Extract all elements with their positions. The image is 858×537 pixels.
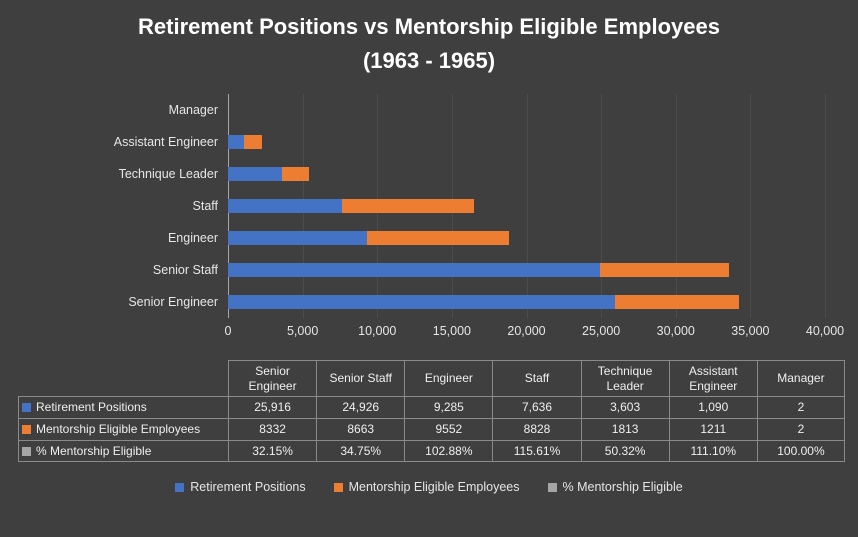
bar-track bbox=[228, 190, 825, 222]
gridline bbox=[825, 94, 826, 318]
table-corner bbox=[18, 360, 228, 396]
series-key-icon bbox=[22, 403, 31, 412]
bar-row: Technique Leader bbox=[18, 158, 825, 190]
legend-label: Mentorship Eligible Employees bbox=[349, 480, 520, 494]
x-tick-label: 5,000 bbox=[287, 324, 318, 338]
table-row-header: Retirement Positions bbox=[18, 396, 228, 418]
bar-segment[interactable] bbox=[228, 199, 342, 213]
bar-row: Senior Engineer bbox=[18, 286, 825, 318]
bar-segment[interactable] bbox=[228, 263, 600, 277]
plot-zone: Manager Assistant Engineer Technique Leade… bbox=[18, 94, 825, 318]
bar-chart: Manager Assistant Engineer Technique Leade… bbox=[18, 94, 825, 340]
chart-title: Retirement Positions vs Mentorship Eligi… bbox=[119, 10, 739, 78]
table-column-header: Technique Leader bbox=[581, 360, 669, 396]
bar-row: Senior Staff bbox=[18, 254, 825, 286]
bar-track bbox=[228, 126, 825, 158]
bar-segment[interactable] bbox=[367, 231, 510, 245]
table-cell: 100.00% bbox=[757, 440, 845, 462]
table-cell: 3,603 bbox=[581, 396, 669, 418]
plot-area: Manager Assistant Engineer Technique Leade… bbox=[18, 94, 825, 318]
x-axis: 0 5,000 10,000 15,000 20,000 25,000 30,000 35,0… bbox=[228, 318, 825, 340]
table-cell: 34.75% bbox=[316, 440, 404, 462]
legend-label: % Mentorship Eligible bbox=[563, 480, 683, 494]
table-column-header: Senior Staff bbox=[316, 360, 404, 396]
bar-track bbox=[228, 158, 825, 190]
bar-segment[interactable] bbox=[342, 199, 474, 213]
bar-segment[interactable] bbox=[244, 135, 262, 149]
category-label: Manager bbox=[18, 103, 228, 117]
table-cell: 32.15% bbox=[228, 440, 316, 462]
table-cell: 8828 bbox=[492, 418, 580, 440]
bar-segment[interactable] bbox=[228, 135, 244, 149]
series-name: Mentorship Eligible Employees bbox=[36, 422, 200, 437]
table-cell: 50.32% bbox=[581, 440, 669, 462]
bar-track bbox=[228, 254, 825, 286]
legend-label: Retirement Positions bbox=[190, 480, 305, 494]
bar-row: Engineer bbox=[18, 222, 825, 254]
category-label: Staff bbox=[18, 199, 228, 213]
x-tick-label: 25,000 bbox=[582, 324, 620, 338]
series-name: % Mentorship Eligible bbox=[36, 444, 151, 459]
category-label: Senior Staff bbox=[18, 263, 228, 277]
table-cell: 9,285 bbox=[404, 396, 492, 418]
bar-segment[interactable] bbox=[228, 295, 615, 309]
bar-segment[interactable] bbox=[600, 263, 729, 277]
table-cell: 2 bbox=[757, 418, 845, 440]
series-key-icon bbox=[22, 447, 31, 456]
table-cell: 1211 bbox=[669, 418, 757, 440]
legend: Retirement Positions Mentorship Eligible … bbox=[0, 480, 858, 494]
table-cell: 115.61% bbox=[492, 440, 580, 462]
table-column-header: Senior Engineer bbox=[228, 360, 316, 396]
table-cell: 8663 bbox=[316, 418, 404, 440]
table-cell: 1813 bbox=[581, 418, 669, 440]
legend-key-icon bbox=[548, 483, 557, 492]
x-tick-label: 0 bbox=[225, 324, 232, 338]
table-column-header: Staff bbox=[492, 360, 580, 396]
table-cell: 9552 bbox=[404, 418, 492, 440]
bar-segment[interactable] bbox=[228, 167, 282, 181]
table-column-header: Manager bbox=[757, 360, 845, 396]
legend-key-icon bbox=[334, 483, 343, 492]
bar-segment[interactable] bbox=[228, 231, 367, 245]
x-tick-label: 30,000 bbox=[657, 324, 695, 338]
category-label: Senior Engineer bbox=[18, 295, 228, 309]
x-tick-label: 20,000 bbox=[507, 324, 545, 338]
legend-item[interactable]: % Mentorship Eligible bbox=[548, 480, 683, 494]
table-cell: 2 bbox=[757, 396, 845, 418]
table-cell: 111.10% bbox=[669, 440, 757, 462]
bar-track bbox=[228, 286, 825, 318]
table-cell: 1,090 bbox=[669, 396, 757, 418]
series-key-icon bbox=[22, 425, 31, 434]
category-label: Engineer bbox=[18, 231, 228, 245]
legend-item[interactable]: Mentorship Eligible Employees bbox=[334, 480, 520, 494]
bar-segment[interactable] bbox=[282, 167, 309, 181]
legend-key-icon bbox=[175, 483, 184, 492]
table-cell: 102.88% bbox=[404, 440, 492, 462]
category-label: Assistant Engineer bbox=[18, 135, 228, 149]
table-cell: 25,916 bbox=[228, 396, 316, 418]
table-column-header: Engineer bbox=[404, 360, 492, 396]
bar-segment[interactable] bbox=[615, 295, 739, 309]
table-row-header: % Mentorship Eligible bbox=[18, 440, 228, 462]
bar-row: Staff bbox=[18, 190, 825, 222]
x-tick-label: 10,000 bbox=[358, 324, 396, 338]
table-cell: 7,636 bbox=[492, 396, 580, 418]
bar-track bbox=[228, 222, 825, 254]
table-cell: 24,926 bbox=[316, 396, 404, 418]
legend-item[interactable]: Retirement Positions bbox=[175, 480, 305, 494]
series-name: Retirement Positions bbox=[36, 400, 147, 415]
bar-row: Assistant Engineer bbox=[18, 126, 825, 158]
category-label: Technique Leader bbox=[18, 167, 228, 181]
table-cell: 8332 bbox=[228, 418, 316, 440]
x-tick-label: 40,000 bbox=[806, 324, 844, 338]
bar-track bbox=[228, 94, 825, 126]
table-column-header: Assistant Engineer bbox=[669, 360, 757, 396]
table-row-header: Mentorship Eligible Employees bbox=[18, 418, 228, 440]
x-tick-label: 15,000 bbox=[433, 324, 471, 338]
bar-row: Manager bbox=[18, 94, 825, 126]
x-tick-label: 35,000 bbox=[731, 324, 769, 338]
